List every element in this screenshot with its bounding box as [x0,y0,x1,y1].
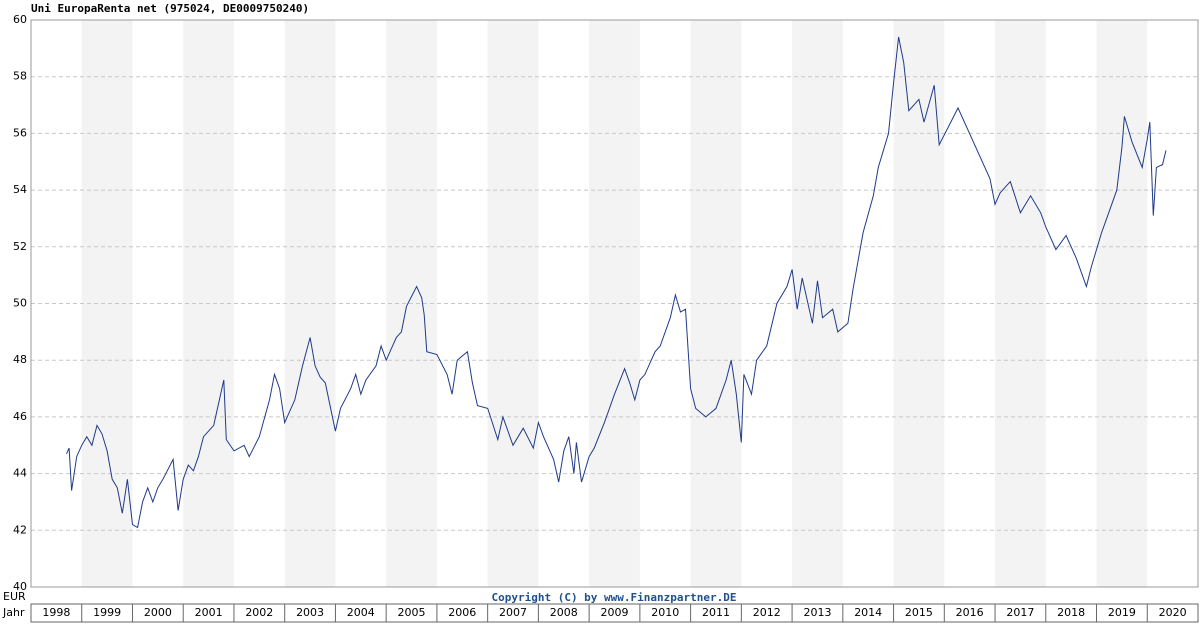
y-tick-label: 48 [13,353,27,366]
x-tick-label: 2004 [347,606,375,619]
y-tick-label: 40 [13,580,27,593]
y-tick-label: 42 [13,523,27,536]
x-tick-label: 2014 [854,606,882,619]
x-tick-label: 2020 [1159,606,1187,619]
x-tick-label: 2019 [1108,606,1136,619]
x-axis-label: Jahr [2,606,25,619]
x-tick-label: 2017 [1006,606,1034,619]
x-tick-label: 1998 [42,606,70,619]
y-tick-label: 46 [13,410,27,423]
y-tick-label: 50 [13,297,27,310]
x-tick-label: 2008 [550,606,578,619]
x-tick-label: 2000 [144,606,172,619]
plot-frame [30,19,1199,588]
y-axis-label: EUR [3,590,26,603]
x-tick-label: 1999 [93,606,121,619]
x-tick-label: 2016 [956,606,984,619]
x-tick-label: 2001 [195,606,223,619]
y-tick-label: 58 [13,70,27,83]
x-tick-label: 2007 [499,606,527,619]
x-tick-label: 2005 [398,606,426,619]
x-tick-label: 2002 [245,606,273,619]
x-tick-label: 2003 [296,606,324,619]
y-tick-label: 44 [13,467,27,480]
x-tick-label: 2015 [905,606,933,619]
price-line [66,36,1167,529]
x-tick-label: 2009 [601,606,629,619]
x-tick-label: 2013 [803,606,831,619]
y-tick-label: 56 [13,126,27,139]
chart-title: Uni EuropaRenta net (975024, DE000975024… [31,2,309,15]
y-tick-label: 60 [13,13,27,26]
x-tick-label: 2011 [702,606,730,619]
x-tick-label: 2010 [651,606,679,619]
x-tick-label: 2018 [1057,606,1085,619]
y-tick-label: 52 [13,240,27,253]
x-tick-label: 2012 [753,606,781,619]
x-tick-label: 2006 [448,606,476,619]
y-tick-label: 54 [13,183,27,196]
copyright: Copyright (C) by www.Finanzpartner.DE [491,591,736,604]
